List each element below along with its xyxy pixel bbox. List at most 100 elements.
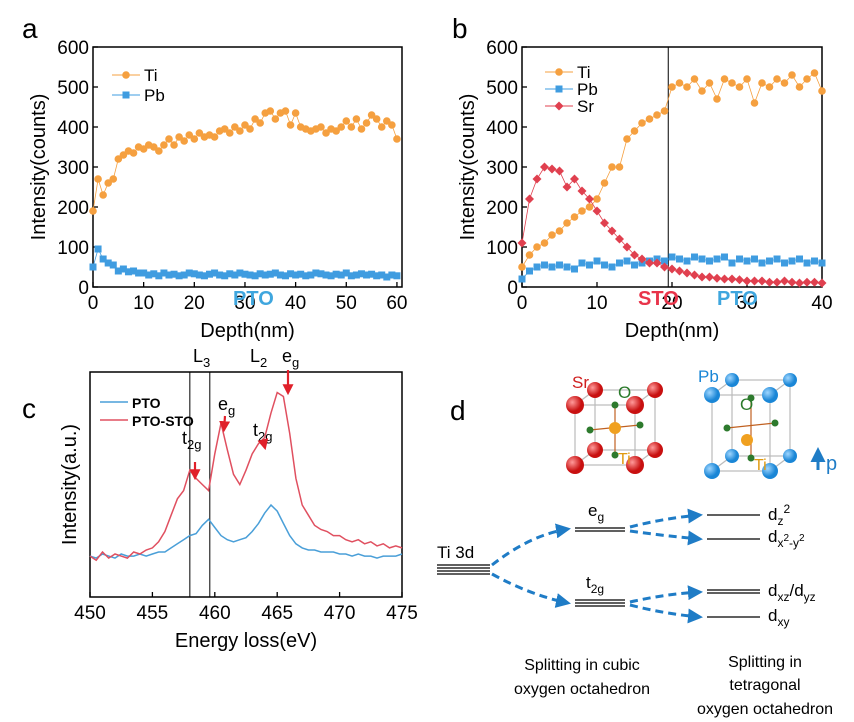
atom-label: O <box>740 395 753 414</box>
point <box>165 271 173 279</box>
point <box>713 95 721 103</box>
x-tick-label: 0 <box>517 293 528 314</box>
point <box>592 206 602 216</box>
point <box>683 83 691 91</box>
point <box>750 276 759 286</box>
point <box>256 270 264 278</box>
point <box>690 270 699 280</box>
y-tick-label: 400 <box>486 118 518 139</box>
point <box>526 267 533 275</box>
series-line <box>89 391 403 562</box>
point <box>810 69 819 77</box>
cubic-atoms <box>566 382 663 474</box>
point <box>377 123 386 131</box>
point <box>796 255 803 263</box>
panel-label: a <box>22 13 38 44</box>
annotation-text: L <box>250 346 260 366</box>
annotation: t2g <box>182 428 201 452</box>
point <box>735 83 744 91</box>
point <box>241 270 249 278</box>
point <box>540 162 549 172</box>
point <box>578 259 586 267</box>
point <box>668 253 676 261</box>
legend-label: Pb <box>144 86 165 105</box>
point <box>357 270 365 278</box>
point <box>691 253 698 261</box>
point <box>140 269 148 277</box>
annotation-text: e <box>282 346 292 366</box>
point <box>287 270 295 278</box>
point <box>600 179 609 187</box>
point <box>772 277 782 287</box>
point <box>170 270 178 278</box>
annotation-sub: 3 <box>203 355 210 370</box>
level-label: dx2-y2 <box>768 527 805 550</box>
label-part: g <box>597 510 604 524</box>
point <box>817 278 827 288</box>
point <box>758 79 766 87</box>
point <box>698 87 706 95</box>
point <box>533 243 541 251</box>
point <box>180 137 188 145</box>
point <box>276 271 284 279</box>
panel-label: b <box>452 13 468 44</box>
annotation-sub: 2g <box>258 429 272 444</box>
x-tick-label: 40 <box>285 293 306 314</box>
point <box>155 272 163 280</box>
atom-label: O <box>618 383 631 402</box>
point <box>383 273 391 281</box>
point <box>645 115 654 123</box>
point <box>795 83 804 91</box>
label-part: e <box>588 501 597 520</box>
point <box>818 259 826 267</box>
y-tick-label: 300 <box>486 158 518 179</box>
point <box>518 263 526 271</box>
point <box>742 276 752 286</box>
point <box>94 175 102 183</box>
point <box>317 123 325 131</box>
point <box>803 259 811 267</box>
caption: oxygen octahedron <box>697 701 833 718</box>
point <box>94 245 102 253</box>
point <box>750 99 759 107</box>
point <box>337 271 345 279</box>
point <box>637 254 647 264</box>
point <box>99 191 107 199</box>
point <box>803 75 811 83</box>
label-part: x <box>777 536 783 550</box>
label-part: 2g <box>591 582 604 596</box>
label-part: /d <box>789 581 803 600</box>
point <box>682 268 692 278</box>
point <box>720 274 729 284</box>
point <box>368 270 376 278</box>
point <box>555 227 564 235</box>
point <box>616 259 623 267</box>
point <box>89 263 97 271</box>
point <box>155 147 163 155</box>
atom-label: Ti <box>754 457 767 474</box>
atom-label: Sr <box>572 373 589 392</box>
point <box>773 255 781 263</box>
annotation: eg <box>218 394 235 418</box>
point <box>698 255 706 263</box>
point <box>337 123 346 131</box>
point <box>373 272 381 280</box>
point <box>104 259 112 267</box>
point <box>221 272 229 280</box>
point <box>585 203 594 211</box>
x-tick-label: 20 <box>661 293 682 314</box>
annotation-text: t <box>253 420 258 440</box>
point <box>601 261 608 269</box>
point <box>206 270 214 278</box>
point <box>292 271 300 279</box>
annotation-sub: g <box>292 355 299 370</box>
point <box>236 127 244 135</box>
point <box>713 255 721 263</box>
x-tick-label: 30 <box>736 293 757 314</box>
point <box>190 135 199 143</box>
point <box>180 271 188 279</box>
point <box>728 259 736 267</box>
point <box>706 257 713 265</box>
legend-marker <box>122 71 130 79</box>
